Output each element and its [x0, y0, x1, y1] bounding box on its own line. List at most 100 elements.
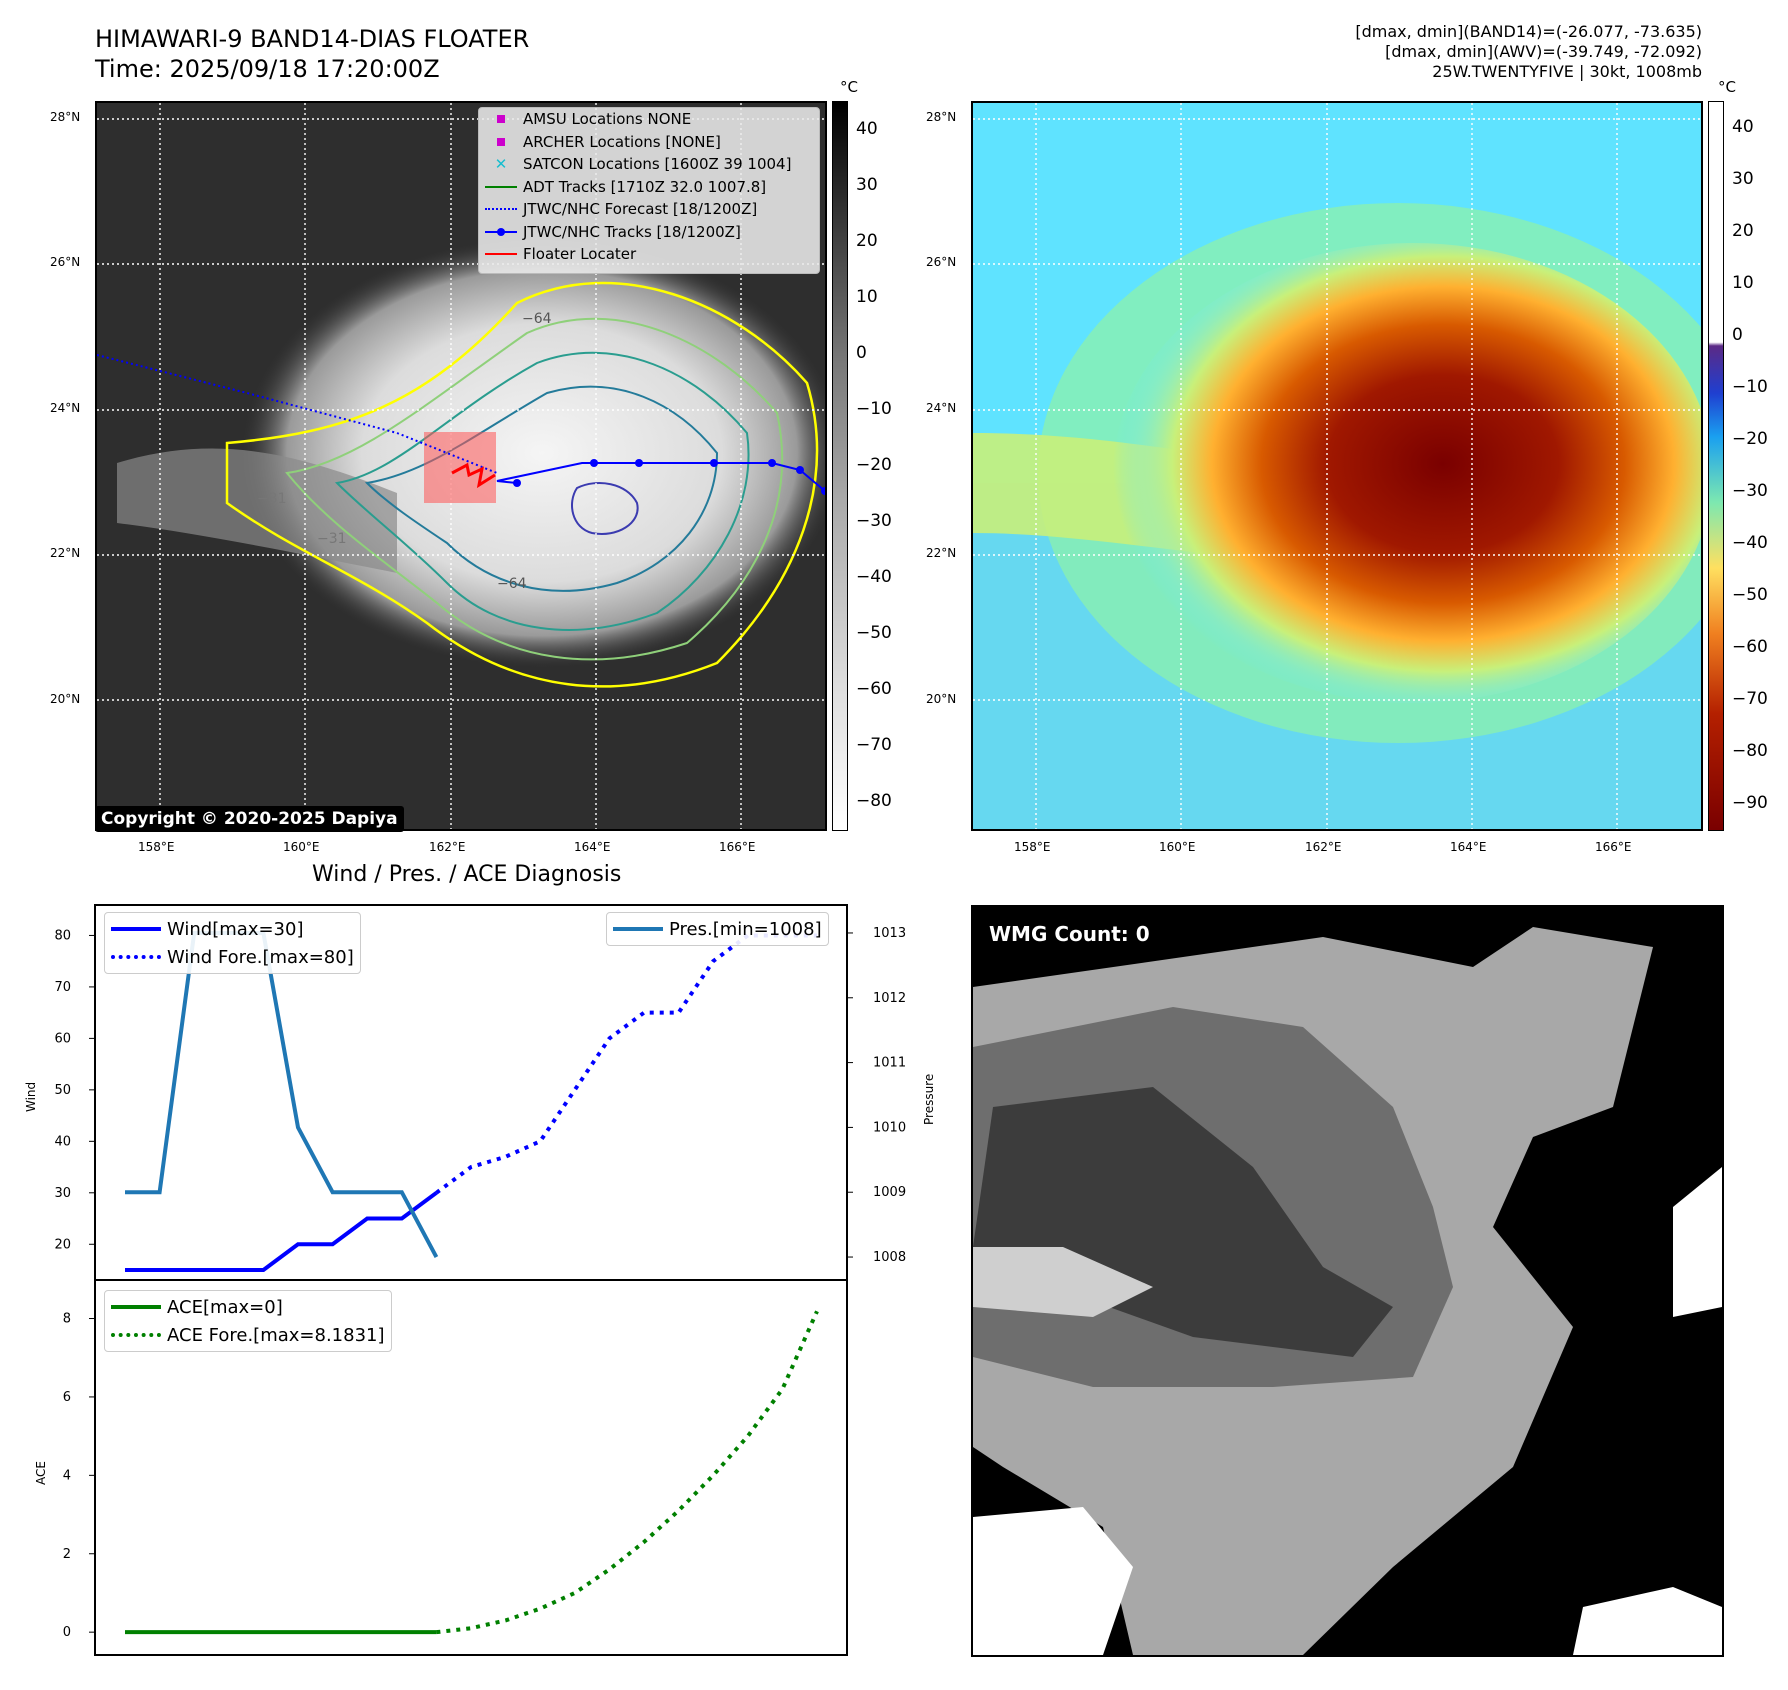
dotted-line-icon	[485, 208, 517, 211]
lat-label: 20°N	[50, 692, 81, 706]
lat-label: 22°N	[926, 546, 957, 560]
lat-label: 24°N	[926, 401, 957, 415]
axis-tick-label: 1010	[873, 1120, 906, 1135]
colorbar-tick-label: −20	[856, 455, 892, 475]
axis-tick-label: 2	[63, 1547, 71, 1562]
lat-label: 22°N	[50, 546, 81, 560]
colorbar-tick-label: −20	[1732, 429, 1768, 449]
svg-text:−64: −64	[497, 576, 527, 592]
axis-tick-label: 1012	[873, 991, 906, 1006]
lat-label: 28°N	[926, 110, 957, 124]
wmg-panel	[971, 905, 1724, 1657]
axis-tick-label: 8	[63, 1312, 71, 1327]
wv-colorbar-unit: °C	[1718, 78, 1736, 96]
pressure-axis-label: Pressure	[922, 1073, 936, 1125]
lon-label: 164°E	[1450, 840, 1487, 854]
colorbar-tick-label: 20	[1732, 221, 1754, 241]
colorbar-tick-label: −90	[1732, 793, 1768, 813]
lat-label: 28°N	[50, 110, 81, 124]
solid-line-icon	[485, 185, 517, 188]
lon-label: 158°E	[1014, 840, 1051, 854]
colorbar-tick-label: −40	[1732, 533, 1768, 553]
legend-item-forecast: JTWC/NHC Forecast [18/1200Z]	[479, 198, 819, 221]
wmg-image	[973, 907, 1722, 1655]
colorbar-tick-label: −80	[856, 791, 892, 811]
legend-item-ace: ACE[max=0]	[111, 1293, 385, 1321]
solid-line-icon	[111, 1305, 161, 1309]
legend-item-pressure: Pres.[min=1008]	[613, 915, 822, 943]
figure-title: HIMAWARI-9 BAND14-DIAS FLOATER	[95, 25, 530, 53]
legend-item-amsu: AMSU Locations NONE	[479, 108, 819, 131]
colorbar-tick-label: −60	[856, 679, 892, 699]
wv-map-panel	[971, 101, 1703, 831]
colorbar-tick-label: 30	[1732, 169, 1754, 189]
legend-item-wind: Wind[max=30]	[111, 915, 354, 943]
ir-map-image: −64 −64 −31 −31	[97, 103, 825, 829]
solid-line-icon	[613, 927, 663, 931]
colorbar-tick-label: 0	[1732, 325, 1743, 345]
colorbar-tick-label: −70	[1732, 689, 1768, 709]
storm-info: 25W.TWENTYFIVE | 30kt, 1008mb	[1432, 62, 1702, 81]
wind-legend: Wind[max=30] Wind Fore.[max=80]	[104, 912, 361, 974]
axis-tick-label: 6	[63, 1390, 71, 1405]
colorbar-tick-label: 40	[856, 119, 878, 139]
lon-label: 160°E	[1159, 840, 1196, 854]
pressure-legend: Pres.[min=1008]	[606, 912, 829, 946]
colorbar-tick-label: −30	[1732, 481, 1768, 501]
ir-map-panel: −64 −64 −31 −31	[95, 101, 827, 831]
square-marker-icon	[497, 137, 505, 146]
axis-tick-label: 1011	[873, 1056, 906, 1071]
colorbar-tick-label: 10	[1732, 273, 1754, 293]
lon-label: 166°E	[1595, 840, 1632, 854]
diagnosis-title: Wind / Pres. / ACE Diagnosis	[312, 862, 622, 887]
colorbar-tick-label: 20	[856, 231, 878, 251]
svg-text:−31: −31	[257, 491, 287, 507]
wind-series-line	[125, 1191, 438, 1272]
wv-map-image	[973, 103, 1701, 829]
legend-item-archer: ARCHER Locations [NONE]	[479, 131, 819, 154]
colorbar-tick-label: −30	[856, 511, 892, 531]
lon-label: 162°E	[1305, 840, 1342, 854]
colorbar-tick-label: −10	[1732, 377, 1768, 397]
colorbar-tick-label: −10	[856, 399, 892, 419]
x-marker-icon: ✕	[494, 155, 508, 174]
colorbar-tick-label: −40	[856, 567, 892, 587]
legend-item-adt: ADT Tracks [1710Z 32.0 1007.8]	[479, 176, 819, 199]
lat-label: 20°N	[926, 692, 957, 706]
axis-tick-label: 30	[54, 1186, 71, 1201]
lat-label: 24°N	[50, 401, 81, 415]
solid-line-icon	[111, 927, 161, 931]
colorbar-tick-label: −80	[1732, 741, 1768, 761]
colorbar-tick-label: 0	[856, 343, 867, 363]
square-marker-icon	[497, 115, 505, 124]
axis-tick-label: 1008	[873, 1250, 906, 1265]
wv-colorbar	[1708, 101, 1724, 831]
legend-item-tracks: JTWC/NHC Tracks [18/1200Z]	[479, 221, 819, 244]
axis-tick-label: 0	[63, 1625, 71, 1640]
lon-label: 166°E	[719, 840, 756, 854]
legend-item-ace-fore: ACE Fore.[max=8.1831]	[111, 1321, 385, 1349]
axis-tick-label: 70	[54, 980, 71, 995]
wmg-count-label: WMG Count: 0	[981, 918, 1158, 950]
legend-item-floater: Floater Locater	[479, 243, 819, 266]
svg-text:−64: −64	[522, 311, 552, 327]
floater-locater-mark	[451, 462, 496, 489]
axis-tick-label: 40	[54, 1134, 71, 1149]
svg-text:−31: −31	[317, 531, 347, 547]
ir-legend: AMSU Locations NONE ARCHER Locations [NO…	[478, 107, 820, 274]
legend-item-satcon: ✕ SATCON Locations [1600Z 39 1004]	[479, 153, 819, 176]
axis-tick-label: 1013	[873, 926, 906, 941]
legend-item-wind-fore: Wind Fore.[max=80]	[111, 943, 354, 971]
colorbar-tick-label: 10	[856, 287, 878, 307]
awv-range-info: [dmax, dmin](AWV)=(-39.749, -72.092)	[1385, 42, 1702, 61]
axis-tick-label: 60	[54, 1031, 71, 1046]
dotted-line-icon	[111, 1333, 161, 1337]
lon-label: 158°E	[138, 840, 175, 854]
colorbar-tick-label: −50	[856, 623, 892, 643]
solid-line-icon	[485, 253, 517, 256]
colorbar-tick-label: −60	[1732, 637, 1768, 657]
axis-tick-label: 80	[54, 928, 71, 943]
colorbar-tick-label: 30	[856, 175, 878, 195]
dotted-line-icon	[111, 955, 161, 959]
axis-tick-label: 20	[54, 1237, 71, 1252]
